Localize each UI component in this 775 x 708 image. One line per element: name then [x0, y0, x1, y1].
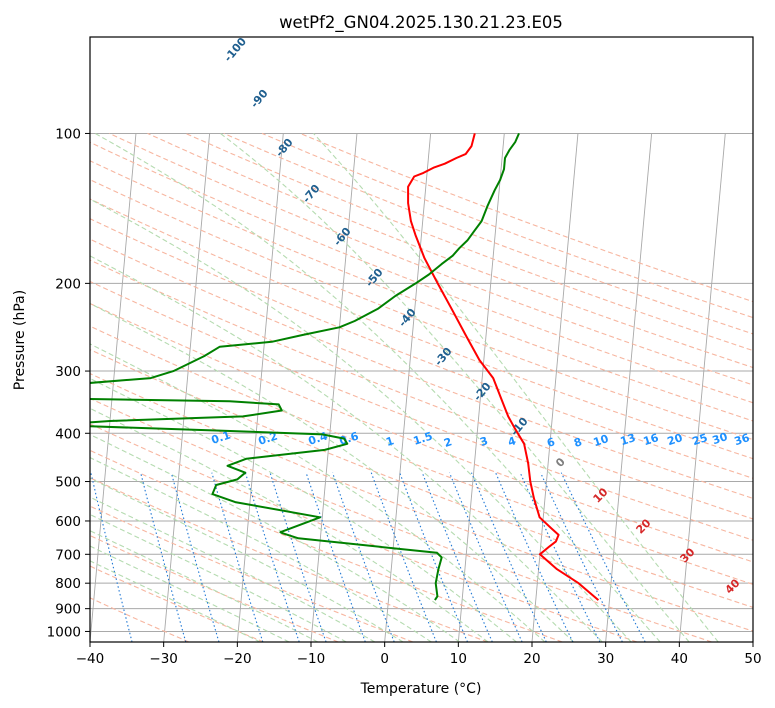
dry-adiabat-line — [90, 505, 414, 642]
dry-adiabat-line — [90, 372, 753, 632]
y-tick-label: 800 — [55, 576, 81, 592]
moist-adiabat-line — [90, 560, 261, 642]
y-tick-label: 100 — [55, 126, 81, 142]
dry-adiabat-line — [90, 325, 753, 585]
mixing-ratio-line — [140, 472, 187, 642]
plot-frame — [89, 36, 754, 643]
y-tick-label: 400 — [55, 426, 81, 442]
x-tick-label: −20 — [223, 651, 252, 667]
axis-ticks: −40 −30 −20 −10 0 10 20 30 40 5010020030040050060… — [47, 126, 762, 667]
moist-adiabat-line — [90, 433, 461, 642]
mixing-ratio-line — [332, 472, 395, 642]
mixing-ratio-line — [244, 472, 300, 642]
dewpoint-trace — [90, 133, 520, 601]
mixing-ratio-line — [399, 472, 469, 642]
isotherm-line — [605, 133, 653, 642]
dry-adiabat-line — [90, 397, 712, 642]
dry-adiabat-line — [109, 132, 753, 386]
dry-adiabat-line — [90, 280, 753, 541]
mixing-ratio-label: 20 — [666, 431, 685, 448]
y-tick-label: 1000 — [47, 624, 81, 640]
x-tick-label: 0 — [380, 651, 389, 667]
mixing-ratio-line — [305, 472, 366, 642]
y-tick-label: 600 — [55, 514, 81, 530]
mixing-ratio-label: 1.5 — [412, 429, 435, 447]
moist-adiabat-line — [90, 302, 574, 642]
x-tick-label: 40 — [671, 651, 688, 667]
dry-adiabat-line — [90, 141, 753, 404]
moist-adiabat-line — [220, 132, 690, 642]
isotherm-line — [236, 133, 284, 642]
y-tick-label: 300 — [55, 364, 81, 380]
dry-adiabat-line — [90, 160, 753, 422]
dry-adiabat-line — [90, 477, 488, 642]
y-tick-label: 500 — [55, 475, 81, 491]
y-axis-label: Pressure (hPa) — [12, 290, 28, 390]
x-tick-label: 50 — [744, 651, 761, 667]
y-tick-label: 700 — [55, 547, 81, 563]
mixing-ratio-label: 0.2 — [257, 429, 280, 447]
x-tick-label: −10 — [297, 651, 326, 667]
moist-adiabat-line — [90, 255, 603, 642]
isotherm-line — [457, 133, 505, 642]
mixing-ratio-line — [421, 472, 493, 642]
moist-adiabat-line — [90, 545, 290, 642]
mixing-ratio-label: 3 — [478, 434, 489, 449]
moist-adiabat-line — [94, 132, 661, 642]
mixing-ratio-line — [90, 472, 133, 642]
background-lines — [90, 132, 753, 642]
mixing-ratio-label: 6 — [545, 435, 557, 450]
mixing-ratio-label: 4 — [506, 434, 518, 449]
mixing-ratio-label: 36 — [733, 431, 752, 448]
isotherm-line — [90, 133, 137, 642]
moist-adiabat-line — [90, 377, 517, 642]
mixing-ratio-label: 25 — [691, 431, 710, 448]
mixing-ratio-line — [170, 472, 220, 642]
dry-adiabat-line — [90, 348, 753, 608]
mixing-ratio-label: 10 — [592, 432, 611, 449]
dry-adiabat-line — [90, 259, 753, 520]
mixing-ratio-label: 1 — [384, 434, 395, 449]
mixing-ratio-label: 30 — [711, 430, 730, 447]
x-tick-label: 30 — [597, 651, 614, 667]
mixing-ratio-line — [540, 472, 623, 642]
x-tick-label: −30 — [149, 651, 178, 667]
sounding-series — [90, 133, 600, 601]
mixing-ratio-label: 0.1 — [210, 428, 233, 446]
y-tick-label: 200 — [55, 276, 81, 292]
mixing-ratio-line — [560, 472, 646, 642]
dry-adiabat-line — [185, 132, 753, 352]
mixing-ratio-label: 16 — [642, 431, 661, 448]
moist-adiabat-line — [90, 198, 632, 642]
isotherm-line — [163, 133, 211, 642]
moist-adiabat-line — [90, 343, 546, 642]
mixing-ratio-label: 0.6 — [338, 429, 361, 447]
moist-adiabat-line — [90, 513, 347, 642]
dry-adiabat-line — [90, 302, 753, 563]
mixing-ratio-label: 2 — [442, 435, 453, 450]
y-tick-label: 900 — [55, 602, 81, 618]
x-tick-label: −40 — [76, 651, 105, 667]
x-tick-label: 20 — [523, 651, 540, 667]
moist-adiabat-line — [90, 496, 376, 642]
temperature-trace — [407, 133, 600, 601]
mixing-ratio-label: 8 — [572, 435, 583, 450]
mixing-ratio-label: 13 — [619, 431, 638, 448]
moist-adiabat-line — [90, 456, 432, 642]
moist-adiabat-line — [90, 477, 404, 642]
x-tick-label: 10 — [450, 651, 467, 667]
isotherm-line — [678, 133, 726, 642]
mixing-ratio-line — [269, 472, 327, 642]
isotherm-line — [384, 133, 432, 642]
dry-adiabat-line — [90, 565, 264, 642]
x-axis-label: Temperature (°C) — [360, 681, 482, 697]
dry-adiabat-line — [147, 132, 753, 369]
chart-title: wetPf2_GN04.2025.130.21.23.E05 — [279, 13, 563, 33]
mixing-ratio-line — [211, 472, 264, 642]
